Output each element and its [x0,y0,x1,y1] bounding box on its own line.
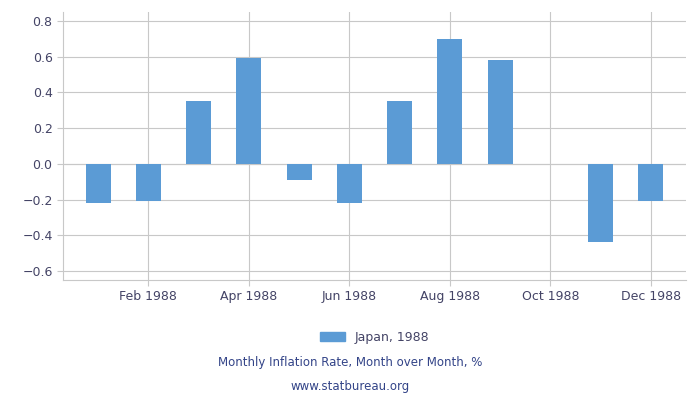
Text: Monthly Inflation Rate, Month over Month, %: Monthly Inflation Rate, Month over Month… [218,356,482,369]
Bar [237,58,262,164]
Bar [136,164,161,201]
Legend: Japan, 1988: Japan, 1988 [315,326,434,349]
Bar [438,39,463,164]
Bar [337,164,362,203]
Bar [487,60,512,164]
Bar [638,164,664,201]
Bar [588,164,613,242]
Bar [85,164,111,203]
Text: www.statbureau.org: www.statbureau.org [290,380,410,393]
Bar [387,101,412,164]
Bar [186,101,211,164]
Bar [286,164,312,180]
